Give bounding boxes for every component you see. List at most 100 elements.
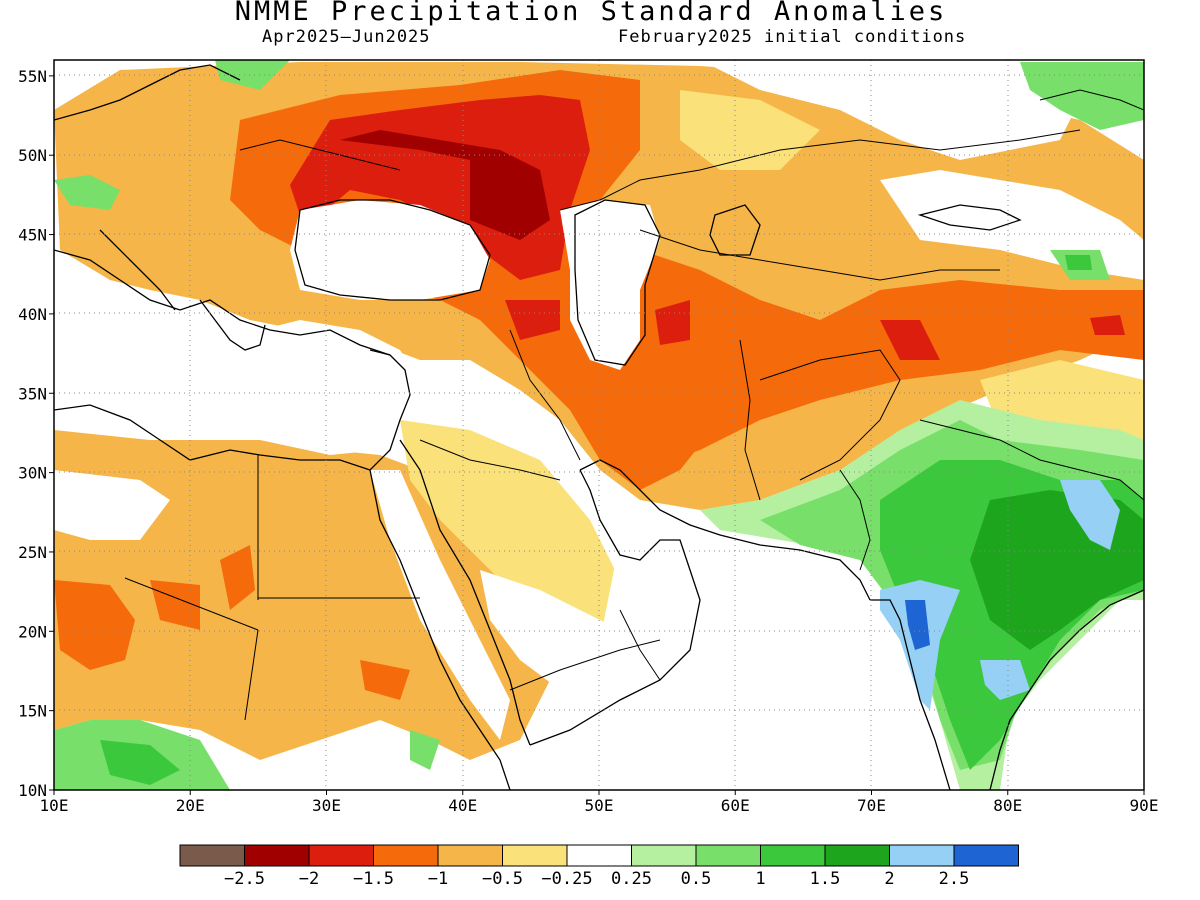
- anomaly-region-arabia-light: [400, 420, 640, 660]
- colorbar-swatch: [437, 844, 503, 867]
- anomaly-region-tarim-red: [1090, 315, 1125, 335]
- colorbar-swatch: [244, 844, 310, 867]
- border-iran-iraq: [509, 329, 581, 461]
- border-india-china: [919, 419, 1144, 501]
- lake-balkhash: [917, 204, 1022, 231]
- anomaly-region-sudan-orange: [360, 660, 410, 700]
- border-iran-afghan: [739, 339, 761, 501]
- lat-tick-label: 10N: [18, 781, 47, 800]
- anomaly-region-europe-green: [54, 175, 120, 210]
- neutral-black-sea: [290, 200, 490, 300]
- coast-india-east: [989, 589, 1144, 790]
- anomaly-region-india-blue: [905, 600, 930, 650]
- coast-india-west: [870, 599, 951, 790]
- lon-tick-label: 70E: [857, 796, 886, 815]
- colorbar-label: −0.5: [482, 869, 523, 889]
- lat-tick-label: 15N: [18, 702, 47, 721]
- longitude-labels: 10E 20E 30E 40E 50E 60E 70E 80E 90E: [40, 790, 1159, 815]
- lat-tick-label: 35N: [18, 384, 47, 403]
- colorbar-label: 2.5: [939, 869, 970, 889]
- neutral-mediterranean: [54, 320, 420, 455]
- lon-tick-label: 80E: [993, 796, 1022, 815]
- anomaly-region-southwest-orange: [220, 545, 255, 610]
- lon-tick-label: 50E: [585, 796, 614, 815]
- colorbar-label: −1: [428, 869, 448, 889]
- neutral-arabian-interior: [480, 570, 640, 690]
- colorbar-swatch: [953, 844, 1019, 867]
- coastlines: [54, 64, 1144, 790]
- border-india-pakistan: [839, 469, 871, 571]
- colorbar-label: 0.5: [681, 869, 712, 889]
- coast-arabia-south: [529, 469, 701, 746]
- neutral-arabian-sea: [580, 520, 900, 790]
- colorbar-swatch: [889, 844, 955, 867]
- anomaly-region-horn-green: [410, 730, 440, 770]
- lon-tick-label: 90E: [1130, 796, 1159, 815]
- coast-caspian: [574, 199, 661, 366]
- anomaly-region-pamir-red: [880, 320, 940, 360]
- anomaly-region-turkmen-red: [655, 300, 690, 345]
- border-mongolia: [1039, 89, 1144, 111]
- colorbar: −2.5 −2 −1.5 −1 −0.5 −0.25 0.25 0.5 1 1.5 2 2.5: [179, 844, 1019, 889]
- colorbar-label: −2: [299, 869, 319, 889]
- coast-red-sea-west: [369, 469, 511, 790]
- aral-sea: [709, 204, 761, 256]
- borders: [124, 89, 1144, 721]
- anomaly-field: [54, 60, 1144, 790]
- colorbar-swatch: [502, 844, 568, 867]
- border-kazakh-south: [639, 229, 1000, 281]
- neutral-caspian: [560, 200, 660, 370]
- border-arabia-yemen: [509, 639, 661, 691]
- coast-europe-north: [54, 64, 241, 121]
- coast-red-sea-east: [399, 439, 531, 746]
- lon-tick-label: 20E: [176, 796, 205, 815]
- colorbar-swatch: [695, 844, 761, 867]
- lon-tick-label: 30E: [312, 796, 341, 815]
- colorbar-label: 1: [755, 869, 765, 889]
- anomaly-region-bengal-lightblue: [1060, 480, 1120, 550]
- anomaly-region-deccan-lightblue: [980, 660, 1030, 700]
- latitude-labels: 55N 50N 45N 40N 35N 30N 25N 20N 15N 10N: [18, 67, 54, 800]
- coast-persian-gulf: [579, 459, 871, 601]
- colorbar-label: −2.5: [224, 869, 265, 889]
- border-russia-kazakh: [559, 129, 1081, 211]
- coast-greece: [199, 299, 266, 351]
- colorbar-label: 1.5: [810, 869, 841, 889]
- lat-tick-label: 40N: [18, 305, 47, 324]
- anomaly-region-sahara-orange: [54, 580, 135, 670]
- anomaly-region-central-asia-light: [680, 90, 820, 170]
- initial-conditions: February2025 initial conditions: [618, 27, 967, 47]
- anomaly-region-iran-orange: [560, 330, 720, 490]
- coast-black-sea: [294, 199, 491, 301]
- anomaly-region-north-green: [215, 60, 290, 90]
- coast-north-africa: [54, 349, 411, 471]
- colorbar-label: 2: [884, 869, 894, 889]
- lon-tick-label: 40E: [448, 796, 477, 815]
- map-title: NMME Precipitation Standard Anomalies: [234, 0, 948, 27]
- coast-mediterranean-north: [54, 249, 391, 356]
- neutral-central-asia: [700, 60, 1080, 160]
- colorbar-swatch: [824, 844, 890, 867]
- lat-tick-label: 55N: [18, 67, 47, 86]
- colorbar-swatch: [631, 844, 697, 867]
- anomaly-region-east-africa-midgreen: [100, 740, 180, 785]
- border-saudi-iraq: [419, 439, 561, 481]
- border-sudan-chad: [244, 629, 259, 721]
- coast-italy: [99, 229, 176, 311]
- lon-tick-label: 60E: [721, 796, 750, 815]
- colorbar-swatch: [308, 844, 374, 867]
- colorbar-swatch: [566, 844, 632, 867]
- anomaly-region-northeast-green: [1020, 62, 1144, 130]
- lon-tick-label: 10E: [40, 796, 69, 815]
- anomaly-region-xinjiang-midgreen: [1065, 255, 1092, 270]
- border-oman: [619, 609, 661, 681]
- anomaly-region-turkey-red: [505, 300, 560, 340]
- colorbar-swatch: [373, 844, 439, 867]
- neutral-red-sea: [370, 470, 510, 740]
- border-afghan-pakistan: [759, 349, 901, 481]
- lat-tick-label: 20N: [18, 622, 47, 641]
- lat-tick-label: 45N: [18, 226, 47, 245]
- graticule: [54, 60, 1144, 790]
- lat-tick-label: 25N: [18, 543, 47, 562]
- forecast-period: Apr2025—Jun2025: [262, 27, 431, 47]
